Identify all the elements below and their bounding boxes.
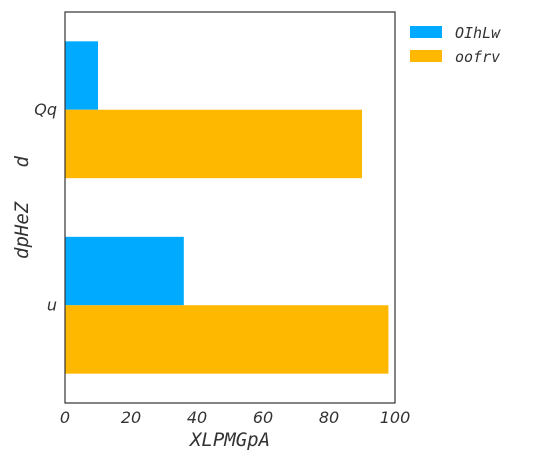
x-tick-label: 20 [121,408,141,427]
plot-frame [64,11,396,404]
bars-layer [65,41,389,374]
x-axis-label: XLPMGpA [188,429,270,451]
x-tick-label: 40 [187,408,207,427]
legend-swatch [410,50,442,62]
legend-label: oofrv [455,48,500,66]
bar-oofrv-u [65,305,389,374]
x-tick-label: 60 [253,408,273,427]
x-tick-label: 0 [60,408,70,427]
y-axis-label: dpHeZ d [11,155,33,259]
bar-OIhLw-Qq [65,41,98,110]
legend-label: OIhLw [455,24,501,42]
y-axis-categories: Qq u [34,100,57,315]
legend: OIhLw oofrv [410,24,501,66]
x-tick-label: 100 [380,408,411,427]
x-axis-ticks: 0 20 40 60 80 100 [60,408,410,427]
bar-OIhLw-u [65,236,184,306]
legend-swatch [410,26,442,38]
x-tick-label: 80 [319,408,339,427]
y-category-label: u [47,295,57,314]
bar-oofrv-Qq [65,109,362,179]
y-category-label: Qq [34,100,57,119]
